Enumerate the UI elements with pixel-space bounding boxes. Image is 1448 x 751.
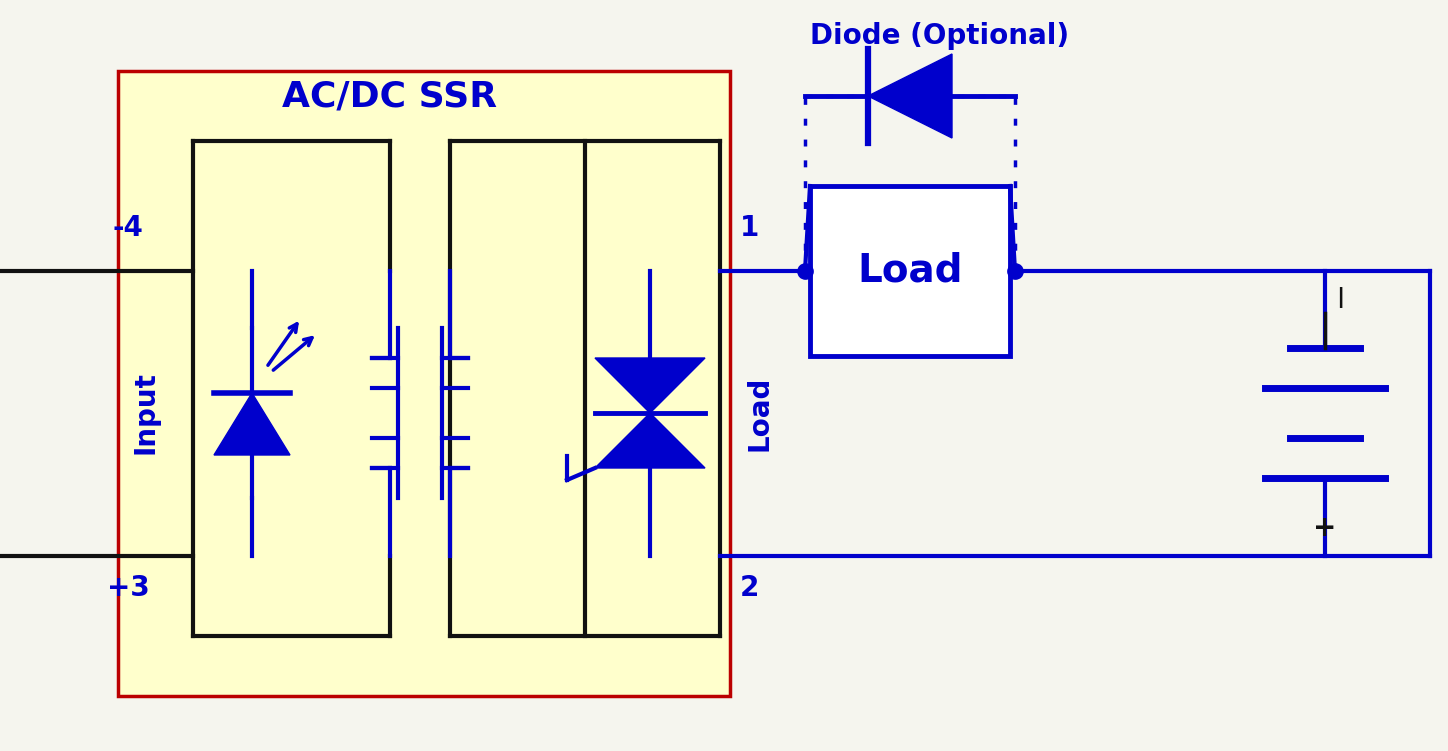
Text: Input: Input — [130, 372, 159, 454]
Polygon shape — [595, 358, 705, 413]
Text: -4: -4 — [113, 214, 143, 242]
FancyBboxPatch shape — [809, 186, 1011, 356]
Text: 1: 1 — [740, 214, 759, 242]
Text: Load: Load — [857, 252, 963, 290]
Text: 2: 2 — [740, 574, 759, 602]
FancyBboxPatch shape — [117, 71, 730, 696]
Text: AC/DC SSR: AC/DC SSR — [282, 79, 498, 113]
Text: +3: +3 — [107, 574, 149, 602]
Text: Diode (Optional): Diode (Optional) — [811, 22, 1070, 50]
Polygon shape — [595, 413, 705, 468]
Polygon shape — [867, 54, 951, 138]
Text: Load: Load — [746, 376, 775, 451]
Polygon shape — [214, 393, 290, 455]
Text: |: | — [1337, 288, 1344, 309]
Text: +: + — [1313, 514, 1337, 542]
